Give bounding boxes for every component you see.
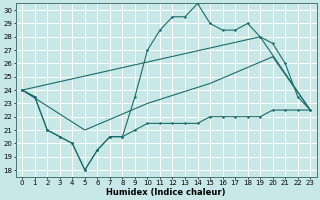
X-axis label: Humidex (Indice chaleur): Humidex (Indice chaleur) bbox=[107, 188, 226, 197]
